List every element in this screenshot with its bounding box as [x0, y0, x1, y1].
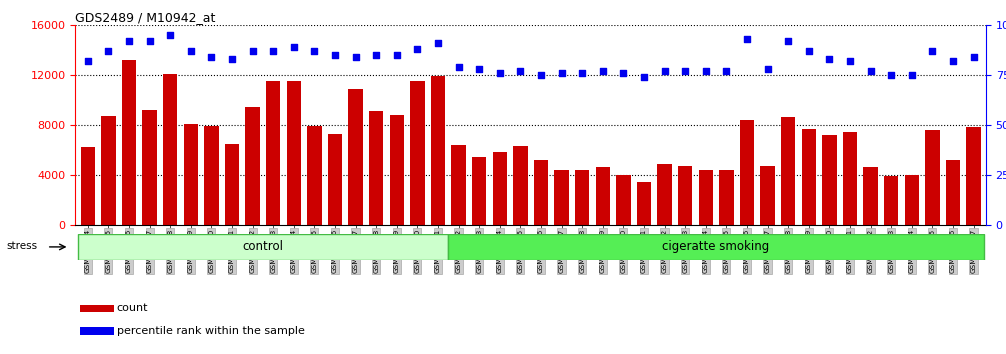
Point: [533, 72, 549, 78]
Text: percentile rank within the sample: percentile rank within the sample: [117, 326, 305, 336]
Bar: [822, 135, 837, 225]
Bar: [410, 81, 425, 225]
Bar: [452, 145, 466, 225]
Bar: [739, 120, 754, 225]
Point: [203, 54, 219, 59]
Bar: [80, 304, 114, 312]
Point: [821, 56, 837, 62]
Point: [698, 68, 714, 74]
Bar: [719, 170, 733, 225]
Text: control: control: [242, 240, 284, 253]
Point: [738, 36, 754, 42]
Bar: [102, 116, 116, 225]
Point: [595, 68, 611, 74]
Bar: [967, 127, 981, 225]
Point: [945, 58, 961, 64]
Point: [471, 66, 487, 72]
Point: [430, 40, 446, 46]
Point: [801, 48, 817, 53]
Point: [266, 48, 282, 53]
Bar: [183, 124, 198, 225]
Bar: [80, 147, 95, 225]
Bar: [348, 88, 363, 225]
Bar: [926, 130, 940, 225]
Point: [327, 52, 343, 58]
Point: [224, 56, 240, 62]
Bar: [904, 175, 918, 225]
Point: [574, 70, 591, 76]
Point: [636, 74, 652, 80]
Bar: [369, 111, 383, 225]
Bar: [472, 157, 486, 225]
Bar: [678, 166, 692, 225]
Bar: [637, 182, 651, 225]
Point: [121, 38, 137, 44]
Bar: [80, 327, 114, 335]
Point: [657, 68, 673, 74]
Bar: [946, 160, 960, 225]
Bar: [575, 170, 590, 225]
Point: [244, 48, 261, 53]
Point: [451, 64, 467, 70]
Bar: [389, 115, 404, 225]
Bar: [77, 234, 449, 260]
Point: [388, 52, 404, 58]
Bar: [657, 164, 672, 225]
Point: [183, 48, 199, 53]
Point: [842, 58, 858, 64]
Point: [307, 48, 323, 53]
Point: [368, 52, 384, 58]
Bar: [863, 167, 878, 225]
Bar: [781, 117, 796, 225]
Point: [409, 46, 426, 52]
Point: [966, 54, 982, 59]
Text: cigeratte smoking: cigeratte smoking: [662, 240, 770, 253]
Bar: [224, 143, 239, 225]
Point: [162, 32, 178, 38]
Bar: [534, 160, 548, 225]
Point: [142, 38, 158, 44]
Point: [718, 68, 734, 74]
Bar: [328, 133, 342, 225]
Bar: [245, 107, 260, 225]
Text: stress: stress: [6, 241, 37, 251]
Point: [512, 68, 528, 74]
Point: [79, 58, 96, 64]
Bar: [143, 110, 157, 225]
Bar: [761, 166, 775, 225]
Bar: [616, 175, 631, 225]
Bar: [843, 132, 857, 225]
Bar: [266, 81, 281, 225]
Text: GDS2489 / M10942_at: GDS2489 / M10942_at: [75, 11, 216, 24]
Bar: [802, 129, 816, 225]
Bar: [431, 76, 446, 225]
Bar: [122, 60, 136, 225]
Bar: [884, 176, 898, 225]
Point: [677, 68, 693, 74]
Point: [760, 66, 776, 72]
Point: [925, 48, 941, 53]
Bar: [287, 81, 301, 225]
Point: [780, 38, 796, 44]
Point: [616, 70, 632, 76]
Bar: [204, 126, 218, 225]
Text: count: count: [117, 303, 148, 313]
Bar: [449, 234, 984, 260]
Bar: [698, 170, 713, 225]
Point: [492, 70, 508, 76]
Point: [286, 44, 302, 50]
Point: [903, 72, 919, 78]
Bar: [307, 126, 322, 225]
Point: [883, 72, 899, 78]
Point: [862, 68, 878, 74]
Point: [553, 70, 569, 76]
Bar: [554, 170, 568, 225]
Bar: [596, 167, 610, 225]
Bar: [163, 74, 177, 225]
Bar: [493, 152, 507, 225]
Bar: [513, 146, 527, 225]
Point: [101, 48, 117, 53]
Point: [347, 54, 363, 59]
